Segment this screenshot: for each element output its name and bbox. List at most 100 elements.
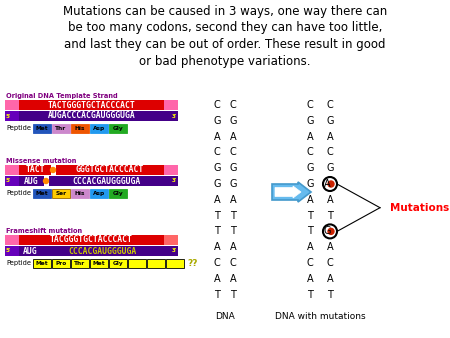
Text: A: A: [307, 274, 313, 284]
Text: G: G: [323, 226, 331, 236]
Text: His: His: [75, 191, 85, 196]
Text: Gly: Gly: [112, 126, 123, 131]
Circle shape: [328, 228, 334, 234]
Bar: [90, 124, 108, 133]
Text: C: C: [327, 147, 333, 158]
Text: Pro: Pro: [55, 261, 67, 266]
Text: C: C: [327, 100, 333, 110]
Text: Mutations: Mutations: [390, 203, 449, 213]
Text: C: C: [327, 258, 333, 268]
Text: His: His: [75, 126, 85, 131]
Bar: [164, 111, 178, 121]
Bar: [164, 165, 178, 175]
Text: T: T: [230, 290, 236, 299]
Bar: [71, 189, 89, 198]
Text: Asp: Asp: [93, 126, 105, 131]
FancyArrow shape: [275, 186, 301, 198]
Bar: [71, 259, 89, 268]
Bar: [33, 189, 51, 198]
Bar: [5, 111, 19, 121]
Text: T: T: [230, 211, 236, 221]
Text: C: C: [214, 147, 220, 158]
Text: A: A: [327, 242, 333, 252]
Text: Asp: Asp: [93, 191, 105, 196]
Text: DNA with mutations: DNA with mutations: [274, 312, 365, 321]
Bar: [5, 100, 19, 110]
Text: AUGACCCACGAUGGGUGA: AUGACCCACGAUGGGUGA: [48, 112, 135, 121]
Text: A: A: [327, 195, 333, 205]
Text: G: G: [213, 163, 221, 173]
Bar: [56, 165, 164, 175]
Bar: [49, 176, 164, 186]
Text: G: G: [306, 179, 314, 189]
Text: C: C: [230, 100, 236, 110]
Text: A: A: [230, 274, 236, 284]
Circle shape: [328, 181, 334, 187]
Text: CCCACGAUGGGUGA: CCCACGAUGGGUGA: [68, 246, 137, 256]
Bar: [19, 165, 51, 175]
Text: Peptide: Peptide: [6, 260, 31, 266]
Text: Mutations can be caused in 3 ways, one way there can
be too many codons, second : Mutations can be caused in 3 ways, one w…: [63, 5, 387, 68]
Text: C: C: [306, 147, 313, 158]
Text: Thr: Thr: [55, 126, 67, 131]
Text: A: A: [324, 179, 330, 189]
Text: A: A: [327, 274, 333, 284]
Text: G: G: [229, 179, 237, 189]
Text: G: G: [229, 163, 237, 173]
Bar: [164, 100, 178, 110]
Text: C: C: [306, 100, 313, 110]
Text: G: G: [326, 116, 334, 126]
Bar: [5, 235, 19, 245]
Text: G: G: [213, 116, 221, 126]
Text: T: T: [214, 211, 220, 221]
Bar: [166, 259, 184, 268]
Text: T: T: [230, 226, 236, 236]
Text: Peptide: Peptide: [6, 125, 31, 131]
Text: G: G: [213, 179, 221, 189]
FancyArrow shape: [272, 182, 311, 202]
Text: Met: Met: [36, 191, 48, 196]
Bar: [5, 176, 19, 186]
Text: G: G: [306, 116, 314, 126]
Bar: [90, 189, 108, 198]
Bar: [33, 259, 51, 268]
Text: ??: ??: [187, 259, 198, 267]
Bar: [52, 189, 70, 198]
Text: C: C: [230, 258, 236, 268]
Text: G: G: [306, 163, 314, 173]
Bar: [5, 246, 19, 256]
Text: Met: Met: [93, 261, 105, 266]
Circle shape: [50, 168, 55, 172]
Bar: [164, 235, 178, 245]
Bar: [19, 246, 41, 256]
Circle shape: [44, 178, 49, 184]
Bar: [128, 259, 146, 268]
Text: TACGGGTGCTACCCACT: TACGGGTGCTACCCACT: [50, 236, 133, 244]
Text: Ser: Ser: [55, 191, 67, 196]
Bar: [19, 176, 44, 186]
Bar: [109, 259, 127, 268]
Bar: [41, 246, 164, 256]
Text: A: A: [230, 242, 236, 252]
Text: CCCACGAUGGGUGA: CCCACGAUGGGUGA: [72, 176, 140, 186]
Text: T: T: [214, 226, 220, 236]
Text: Met: Met: [36, 126, 48, 131]
Text: A: A: [307, 242, 313, 252]
Text: A: A: [214, 242, 220, 252]
Text: T: T: [307, 226, 313, 236]
Bar: [109, 124, 127, 133]
Bar: [5, 165, 19, 175]
Text: T: T: [327, 290, 333, 299]
Text: A: A: [307, 195, 313, 205]
Bar: [164, 246, 178, 256]
Text: 5': 5': [6, 114, 12, 119]
Text: Thr: Thr: [74, 261, 86, 266]
Text: Met: Met: [36, 261, 48, 266]
Text: G: G: [229, 116, 237, 126]
Text: C: C: [230, 147, 236, 158]
Text: Original DNA Template Strand: Original DNA Template Strand: [6, 93, 117, 99]
Bar: [164, 176, 178, 186]
Text: Gly: Gly: [112, 261, 123, 266]
Bar: [147, 259, 165, 268]
Text: DNA: DNA: [215, 312, 235, 321]
